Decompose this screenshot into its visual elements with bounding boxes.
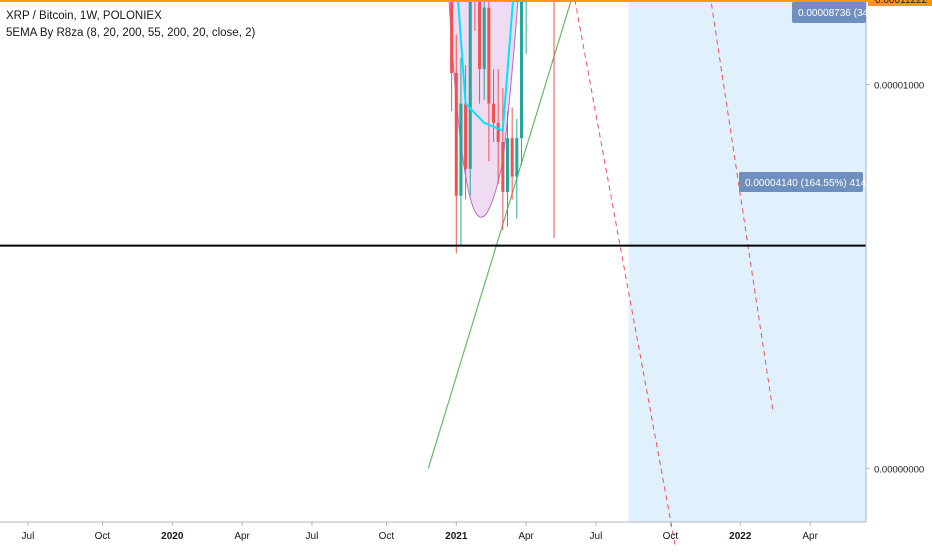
y-tick-label: 0.00001000 bbox=[874, 80, 924, 91]
candle-body bbox=[496, 122, 500, 143]
measure-label-text: 0.00004140 (164.55%) 4140 bbox=[745, 178, 872, 189]
chart-legend: XRP / Bitcoin, 1W, POLONIEX 5EMA By R8za… bbox=[6, 8, 255, 42]
axes-layer: 0.000000000.000010000.000020000.00003000… bbox=[0, 0, 924, 542]
x-tick-label: 2021 bbox=[445, 531, 468, 542]
x-tick-label: Jul bbox=[306, 531, 319, 542]
x-tick-label: Oct bbox=[379, 531, 395, 542]
projection-label-text: 0.00008736 (34 bbox=[798, 8, 869, 19]
candle-body bbox=[454, 72, 458, 196]
candle-body bbox=[505, 138, 510, 192]
candle-body bbox=[464, 103, 468, 169]
x-tick-label: Jul bbox=[590, 531, 603, 542]
y-tick-label: 0.00000000 bbox=[874, 464, 924, 475]
candle-body bbox=[515, 138, 519, 177]
x-tick-label: Apr bbox=[802, 531, 818, 542]
candle-body bbox=[482, 7, 486, 70]
candle-body bbox=[510, 138, 514, 177]
top-price-text: 0.00011222 bbox=[875, 0, 928, 6]
labels-layer: 0.000112220.000066590.000038320.00002486… bbox=[0, 0, 932, 192]
candles-layer bbox=[450, 0, 555, 254]
projection-label-box bbox=[792, 2, 866, 23]
candle-body bbox=[478, 0, 482, 70]
x-tick-label: Oct bbox=[95, 531, 111, 542]
candle-body bbox=[519, 0, 523, 139]
measure-label-box bbox=[739, 172, 863, 192]
x-tick-label: Jul bbox=[22, 531, 35, 542]
candle-body bbox=[492, 103, 496, 123]
x-tick-label: Oct bbox=[663, 531, 679, 542]
projection-zone bbox=[628, 0, 866, 522]
symbol-title[interactable]: XRP / Bitcoin, 1W, POLONIEX bbox=[6, 10, 162, 22]
top-price-tag bbox=[868, 0, 932, 6]
candle-body bbox=[501, 142, 505, 192]
candle-body bbox=[468, 0, 472, 169]
x-tick-label: Apr bbox=[234, 531, 250, 542]
candle-body bbox=[450, 0, 454, 73]
indicator-title[interactable]: 5EMA By R8za (8, 20, 200, 55, 200, 20, c… bbox=[6, 27, 256, 39]
x-tick-label: 2020 bbox=[161, 531, 184, 542]
levels-layer[interactable] bbox=[0, 0, 866, 247]
candle-body bbox=[487, 7, 491, 104]
trendline-lower[interactable] bbox=[427, 0, 791, 469]
candle-body bbox=[459, 103, 463, 196]
x-tick-label: Apr bbox=[518, 531, 534, 542]
x-tick-label: 2022 bbox=[729, 531, 752, 542]
